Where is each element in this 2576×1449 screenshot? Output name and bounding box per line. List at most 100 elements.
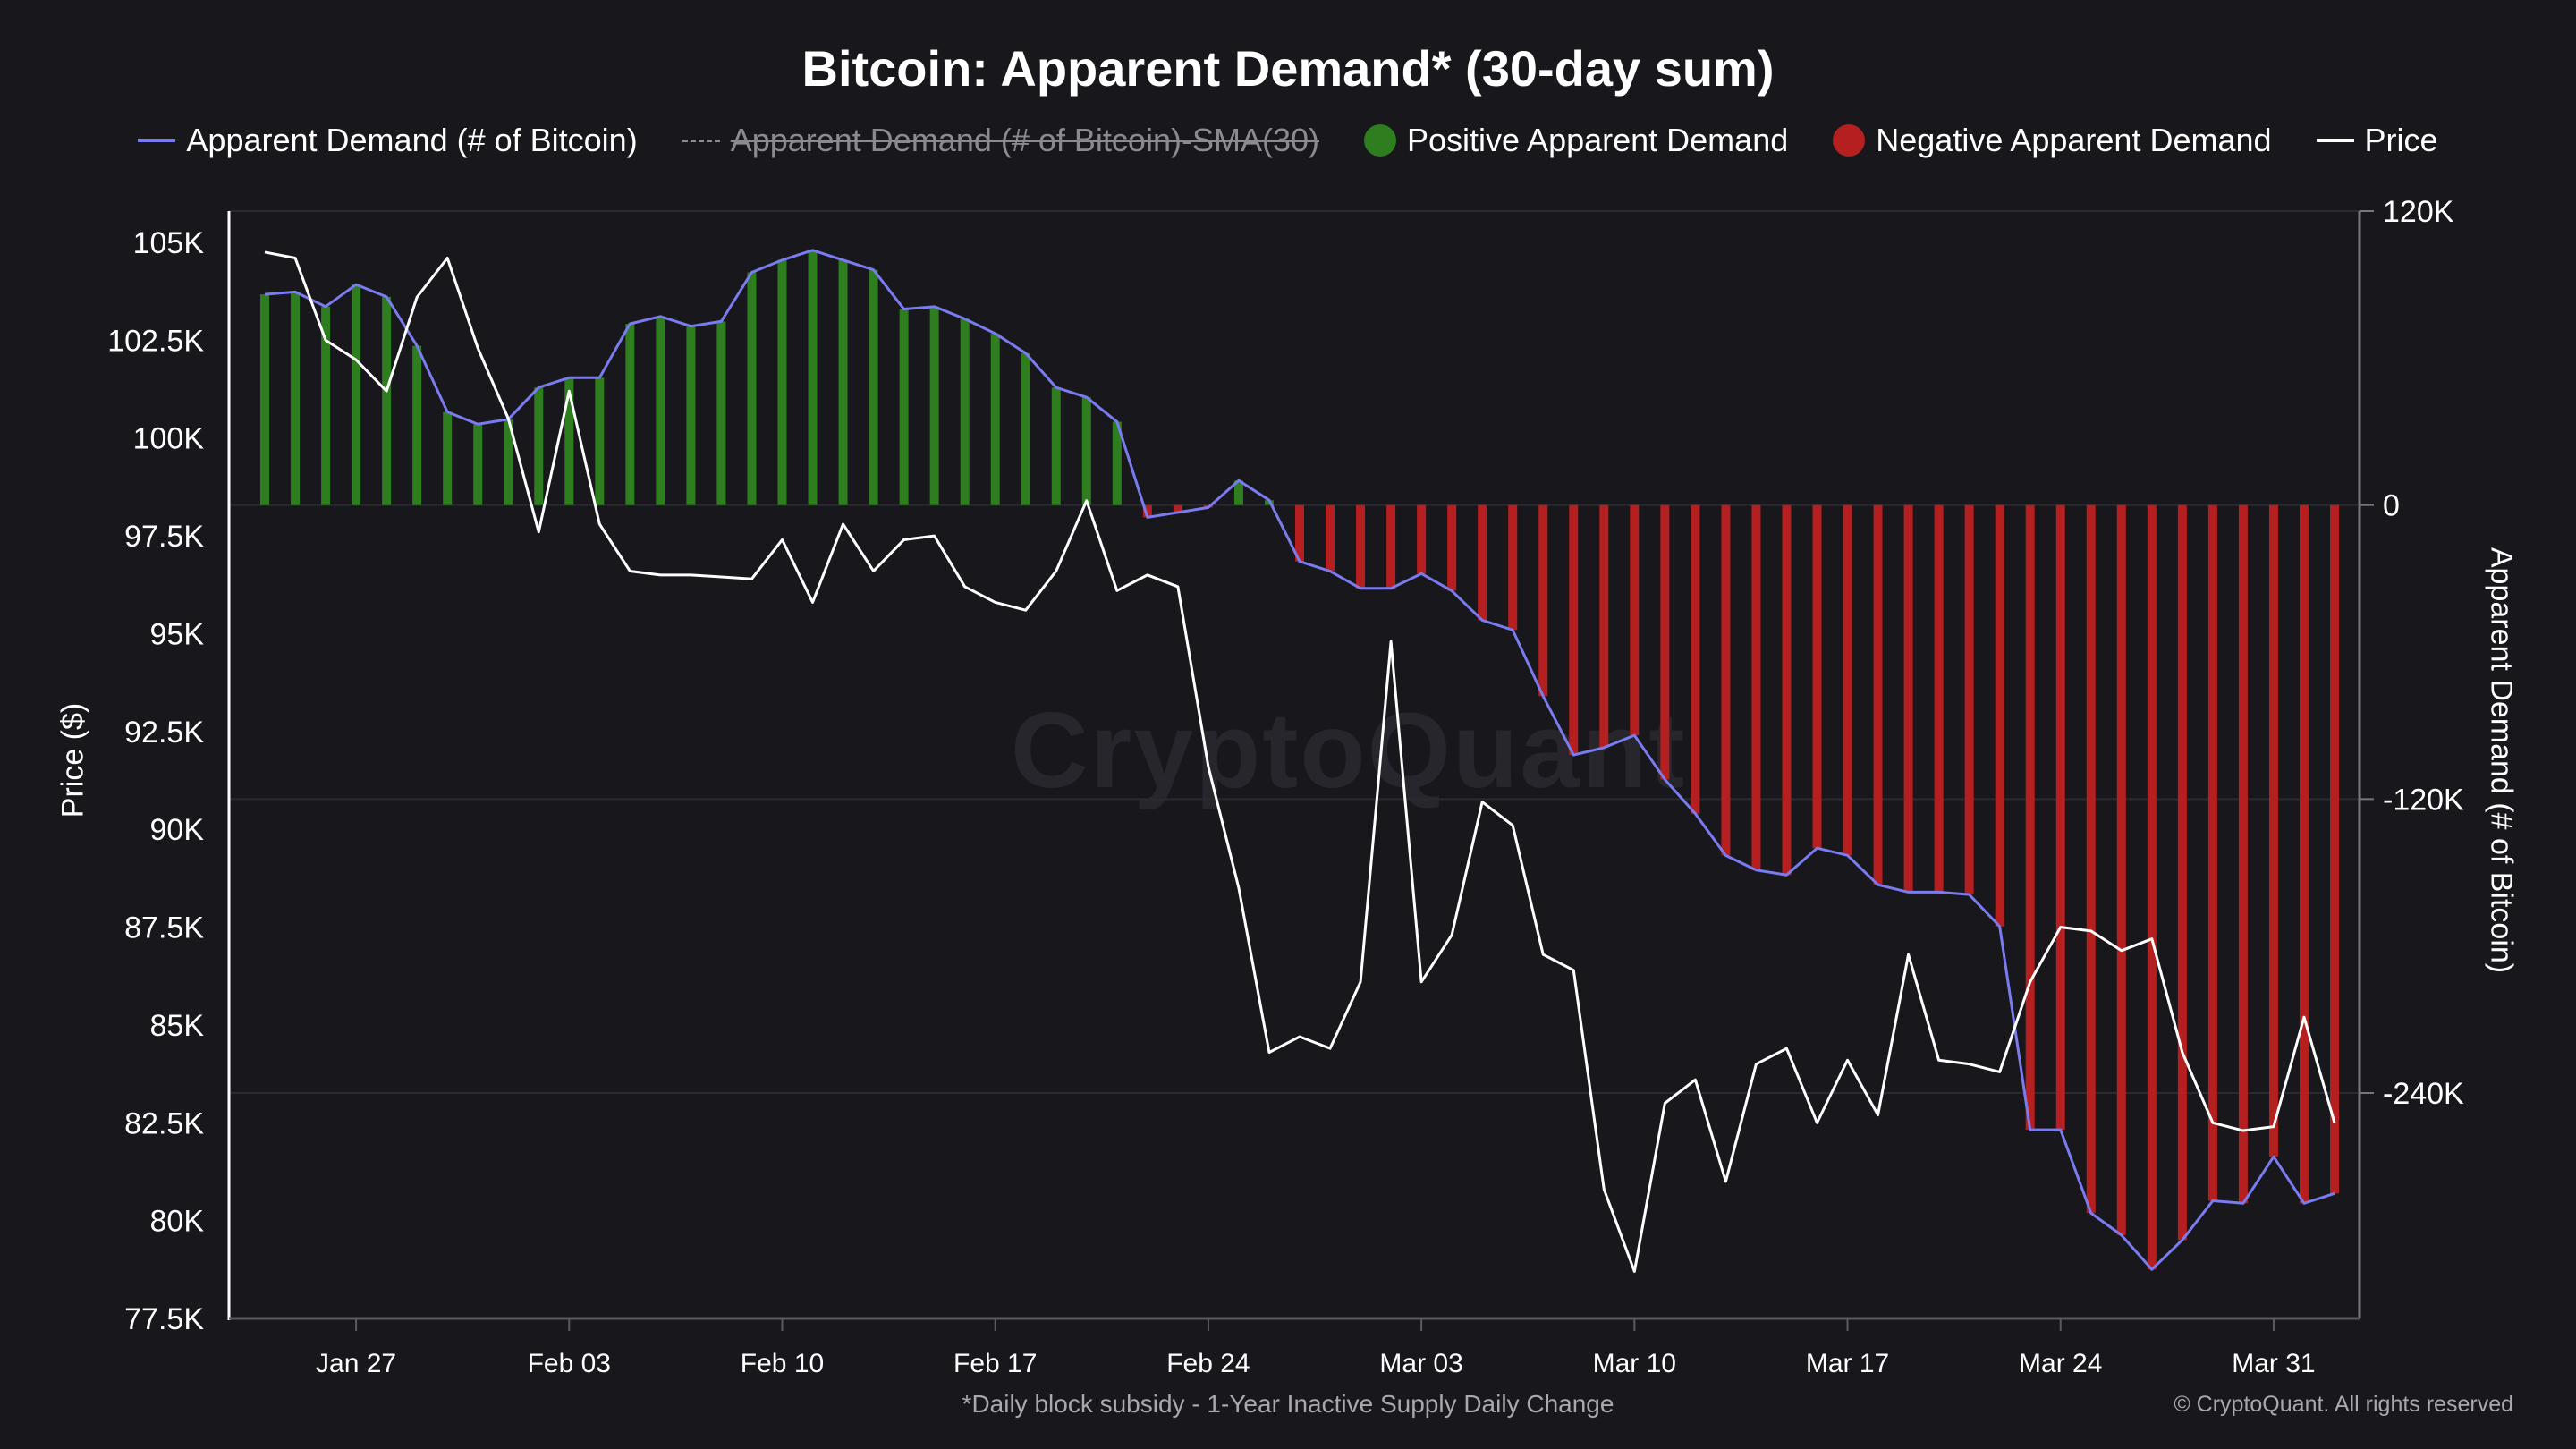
negative-demand-bar	[1569, 504, 1579, 756]
copyright: © CryptoQuant. All rights reserved	[2174, 1392, 2513, 1417]
positive-demand-bar	[929, 306, 939, 505]
negative-demand-bar	[1142, 504, 1152, 518]
positive-demand-bar	[1051, 387, 1061, 505]
positive-demand-bar	[1081, 397, 1091, 505]
positive-demand-bar	[412, 345, 422, 505]
y-left-tick-label: 95K	[150, 617, 205, 651]
negative-demand-bar	[1660, 504, 1670, 780]
legend-item-apparent-demand[interactable]: Apparent Demand (# of Bitcoin)	[138, 122, 638, 159]
negative-demand-bar	[1690, 504, 1700, 814]
x-tick-label: Mar 10	[1593, 1349, 1676, 1378]
negative-demand-bar	[1995, 504, 2004, 927]
x-tick-label: Mar 24	[2019, 1349, 2102, 1378]
legend-label: Positive Apparent Demand	[1406, 122, 1789, 158]
y-left-tick-label: 77.5K	[124, 1302, 204, 1336]
negative-demand-bar	[2086, 504, 2096, 1214]
positive-demand-bar	[777, 259, 787, 505]
positive-demand-bar	[382, 296, 392, 505]
negative-demand-bar	[1295, 504, 1304, 562]
x-tick-label: Mar 03	[1379, 1349, 1462, 1378]
y-left-tick-label: 87.5K	[124, 911, 204, 945]
legend-swatch-line	[138, 139, 176, 142]
positive-demand-bar	[352, 284, 361, 505]
positive-demand-bar	[869, 269, 878, 505]
positive-demand-bar	[656, 316, 665, 505]
positive-demand-bar	[625, 323, 635, 505]
x-tick-label: Feb 17	[953, 1349, 1037, 1378]
legend-label: Price	[2364, 122, 2438, 158]
positive-demand-bar	[1021, 352, 1030, 505]
positive-demand-bar	[321, 306, 331, 505]
positive-demand-bar	[899, 309, 909, 505]
y-left-tick-label: 85K	[150, 1009, 205, 1043]
y-right-tick-label: -120K	[2383, 783, 2464, 817]
negative-demand-bar	[2116, 504, 2126, 1235]
legend-label: Apparent Demand (# of Bitcoin)-SMA(30)	[730, 122, 1319, 158]
negative-demand-bar	[1417, 504, 1427, 574]
negative-demand-bar	[1599, 504, 1609, 748]
negative-demand-bar	[2299, 504, 2309, 1204]
negative-demand-bar	[1964, 504, 1974, 895]
negative-demand-bar	[1630, 504, 1640, 736]
negative-demand-bar	[1934, 504, 1944, 893]
negative-demand-bar	[1386, 504, 1396, 589]
y-right-tick-label: 120K	[2383, 195, 2454, 229]
legend-swatch-dot	[1833, 124, 1866, 157]
y-left-tick-label: 92.5K	[124, 716, 204, 750]
y-axis-left-label: Price ($)	[55, 702, 90, 818]
negative-demand-bar	[2147, 504, 2157, 1270]
negative-demand-bar	[1508, 504, 1518, 631]
legend-label: Apparent Demand (# of Bitcoin)	[186, 122, 638, 158]
y-axis-right-label: Apparent Demand (# of Bitcoin)	[2484, 547, 2519, 974]
y-left-tick-label: 105K	[133, 226, 205, 260]
y-left-tick-label: 90K	[150, 813, 205, 847]
legend-label: Negative Apparent Demand	[1876, 122, 2272, 158]
negative-demand-bar	[2055, 504, 2065, 1131]
negative-demand-bar	[1782, 504, 1792, 876]
positive-demand-bar	[473, 424, 483, 505]
positive-demand-bar	[595, 377, 605, 505]
apparent-demand-line	[264, 249, 2335, 1271]
positive-demand-bar	[747, 272, 757, 505]
negative-demand-bar	[2238, 504, 2248, 1204]
footnote: *Daily block subsidy - 1-Year Inactive S…	[962, 1390, 1614, 1418]
negative-demand-bar	[2177, 504, 2187, 1241]
negative-demand-bar	[1843, 504, 1852, 856]
legend-item-sma30[interactable]: Apparent Demand (# of Bitcoin)-SMA(30)	[682, 122, 1319, 159]
negative-demand-bar	[1721, 504, 1731, 856]
negative-demand-bar	[1812, 504, 1822, 849]
positive-demand-bar	[260, 294, 269, 505]
negative-demand-bar	[1751, 504, 1761, 870]
negative-demand-bar	[1326, 504, 1335, 572]
y-left-tick-label: 82.5K	[124, 1106, 204, 1140]
positive-demand-bar	[716, 321, 726, 505]
positive-demand-bar	[534, 387, 544, 505]
legend-item-positive-demand[interactable]: Positive Apparent Demand	[1363, 122, 1789, 159]
x-tick-label: Jan 27	[316, 1349, 396, 1378]
legend-item-negative-demand[interactable]: Negative Apparent Demand	[1833, 122, 2272, 159]
y-left-tick-label: 97.5K	[124, 520, 204, 554]
positive-demand-bar	[564, 377, 574, 505]
positive-demand-bar	[960, 318, 970, 505]
legend-item-price[interactable]: Price	[2316, 122, 2438, 159]
positive-demand-bar	[686, 326, 696, 505]
legend-swatch-line	[2316, 139, 2354, 142]
negative-demand-bar	[2207, 504, 2217, 1201]
x-tick-label: Feb 03	[528, 1349, 611, 1378]
x-tick-label: Feb 10	[741, 1349, 824, 1378]
negative-demand-bar	[2025, 504, 2035, 1131]
positive-demand-bar	[443, 411, 453, 505]
negative-demand-bar	[1173, 504, 1182, 513]
negative-demand-bar	[1447, 504, 1457, 591]
y-left-tick-label: 100K	[133, 422, 205, 456]
positive-demand-bar	[1233, 480, 1243, 505]
legend-swatch-dot	[1363, 124, 1396, 157]
positive-demand-bar	[808, 250, 818, 505]
negative-demand-bar	[2330, 504, 2339, 1194]
y-right-tick-label: 0	[2383, 489, 2400, 523]
price-line	[264, 250, 2336, 1274]
positive-demand-bar	[504, 419, 513, 505]
x-tick-label: Mar 17	[1806, 1349, 1889, 1378]
y-left-tick-label: 102.5K	[107, 324, 204, 358]
